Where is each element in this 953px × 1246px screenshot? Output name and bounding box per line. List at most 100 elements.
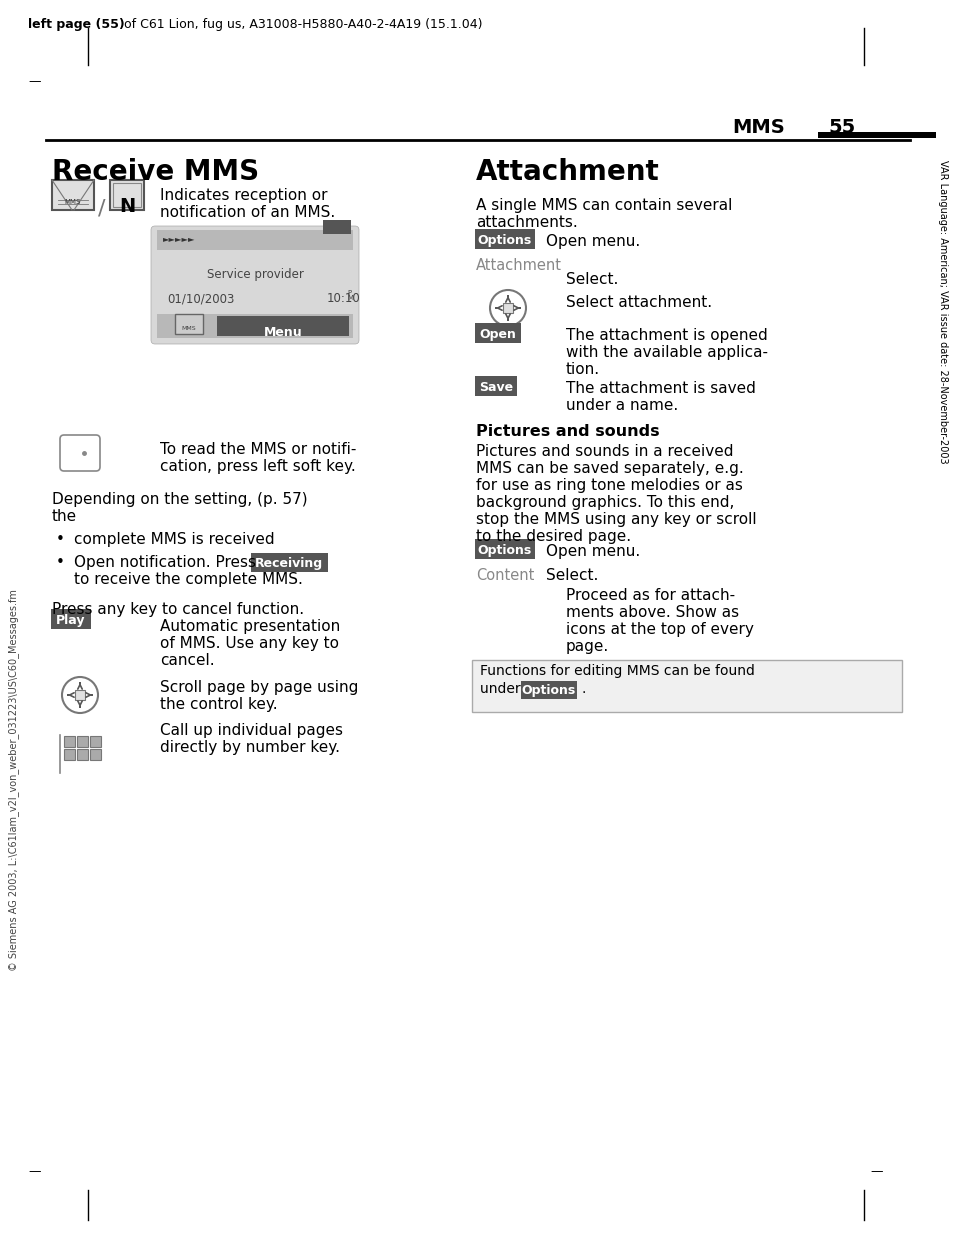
Text: cancel.: cancel. [160,653,214,668]
FancyBboxPatch shape [475,229,535,249]
Text: .: . [581,682,586,697]
Text: Options: Options [477,545,532,557]
Text: 55: 55 [827,118,854,137]
Text: Pictures and sounds: Pictures and sounds [476,424,659,439]
Text: MMS can be saved separately, e.g.: MMS can be saved separately, e.g. [476,461,743,476]
Text: •: • [56,532,65,547]
Text: directly by number key.: directly by number key. [160,740,339,755]
Text: A single MMS can contain several: A single MMS can contain several [476,198,732,213]
Bar [90,736,101,748]
Text: Options: Options [521,684,576,697]
FancyBboxPatch shape [475,323,520,343]
Text: /: / [98,198,106,218]
Text: MMS: MMS [731,118,784,137]
Text: Functions for editing MMS can be found: Functions for editing MMS can be found [479,664,754,678]
Text: Automatic presentation: Automatic presentation [160,619,340,634]
Text: Select attachment.: Select attachment. [565,295,711,310]
Text: attachments.: attachments. [476,216,578,231]
Text: to the desired page.: to the desired page. [476,530,631,545]
Bar [157,231,353,250]
Text: N: N [119,197,135,216]
FancyBboxPatch shape [475,376,517,396]
Text: to receive the complete MMS.: to receive the complete MMS. [74,572,302,587]
Text: Open menu.: Open menu. [545,234,639,249]
Text: the control key.: the control key. [160,697,277,711]
Bar [157,314,353,338]
FancyBboxPatch shape [151,226,358,344]
Text: Save: Save [478,381,513,394]
Text: © Siemens AG 2003, L:\C61lam_v2l_von_weber_031223\US\C60_Messages.fm: © Siemens AG 2003, L:\C61lam_v2l_von_web… [9,589,19,971]
Text: Attachment: Attachment [476,258,561,273]
Text: The attachment is opened: The attachment is opened [565,328,767,343]
FancyBboxPatch shape [110,179,144,211]
Text: ments above. Show as: ments above. Show as [565,606,739,621]
Text: MMS: MMS [181,326,196,331]
Text: Attachment: Attachment [476,158,659,186]
Bar [216,316,349,336]
Text: Content: Content [476,568,534,583]
Text: Receiving: Receiving [254,557,323,569]
Text: Scroll page by page using: Scroll page by page using [160,680,358,695]
Text: Pictures and sounds in a received: Pictures and sounds in a received [476,444,733,459]
Text: left page (55): left page (55) [28,17,125,31]
Text: of MMS. Use any key to: of MMS. Use any key to [160,635,338,650]
Text: 10:10: 10:10 [327,292,360,305]
Text: Service provider: Service provider [207,268,303,282]
Text: for use as ring tone melodies or as: for use as ring tone melodies or as [476,478,742,493]
Bar [77,749,88,760]
Text: Menu: Menu [263,326,302,339]
Text: M: M [347,295,353,302]
Text: Call up individual pages: Call up individual pages [160,723,343,738]
Text: MMS: MMS [65,199,81,206]
Text: P: P [347,290,351,297]
Text: The attachment is saved: The attachment is saved [565,381,755,396]
Text: complete MMS is received: complete MMS is received [74,532,274,547]
Text: Select.: Select. [565,272,618,287]
Bar [64,749,75,760]
Text: under a name.: under a name. [565,397,678,412]
Text: —: — [28,1165,40,1177]
Text: —: — [869,1165,882,1177]
Text: tion.: tion. [565,363,599,378]
Text: To read the MMS or notifi-: To read the MMS or notifi- [160,442,356,457]
FancyBboxPatch shape [520,682,577,699]
Text: notification of an MMS.: notification of an MMS. [160,206,335,221]
Bar [502,303,513,313]
Text: Receive MMS: Receive MMS [52,158,259,186]
Text: 01/10/2003: 01/10/2003 [167,292,234,305]
FancyBboxPatch shape [475,540,535,559]
FancyBboxPatch shape [174,314,203,334]
Text: of C61 Lion, fug us, A31008-H5880-A40-2-4A19 (15.1.04): of C61 Lion, fug us, A31008-H5880-A40-2-… [120,17,482,31]
Text: cation, press left soft key.: cation, press left soft key. [160,459,355,473]
Text: Play: Play [56,614,86,627]
Bar [64,736,75,748]
Text: stop the MMS using any key or scroll: stop the MMS using any key or scroll [476,512,756,527]
Bar [75,690,85,700]
Text: Open notification. Press: Open notification. Press [74,554,260,569]
Text: icons at the top of every: icons at the top of every [565,622,753,637]
Bar [90,749,101,760]
FancyBboxPatch shape [251,553,328,572]
Text: Proceed as for attach-: Proceed as for attach- [565,588,735,603]
Text: page.: page. [565,639,609,654]
Text: Select.: Select. [545,568,598,583]
Text: background graphics. To this end,: background graphics. To this end, [476,495,734,510]
Text: Indicates reception or: Indicates reception or [160,188,327,203]
Text: Options: Options [477,234,532,247]
FancyBboxPatch shape [52,179,94,211]
Text: Depending on the setting, (p. 57): Depending on the setting, (p. 57) [52,492,307,507]
Bar [817,132,935,138]
Text: the: the [52,510,77,525]
Text: Open menu.: Open menu. [545,545,639,559]
Text: with the available applica-: with the available applica- [565,345,767,360]
Text: Open: Open [479,328,516,341]
Text: —: — [28,75,40,88]
Bar [472,660,901,711]
Text: ►►►►►: ►►►►► [163,234,195,243]
Text: VAR Language: American; VAR issue date: 28-November-2003: VAR Language: American; VAR issue date: … [937,159,947,464]
Bar [323,221,351,234]
FancyBboxPatch shape [51,609,91,629]
Text: under: under [479,682,524,697]
Text: •: • [56,554,65,569]
Text: Press any key to cancel function.: Press any key to cancel function. [52,602,304,617]
